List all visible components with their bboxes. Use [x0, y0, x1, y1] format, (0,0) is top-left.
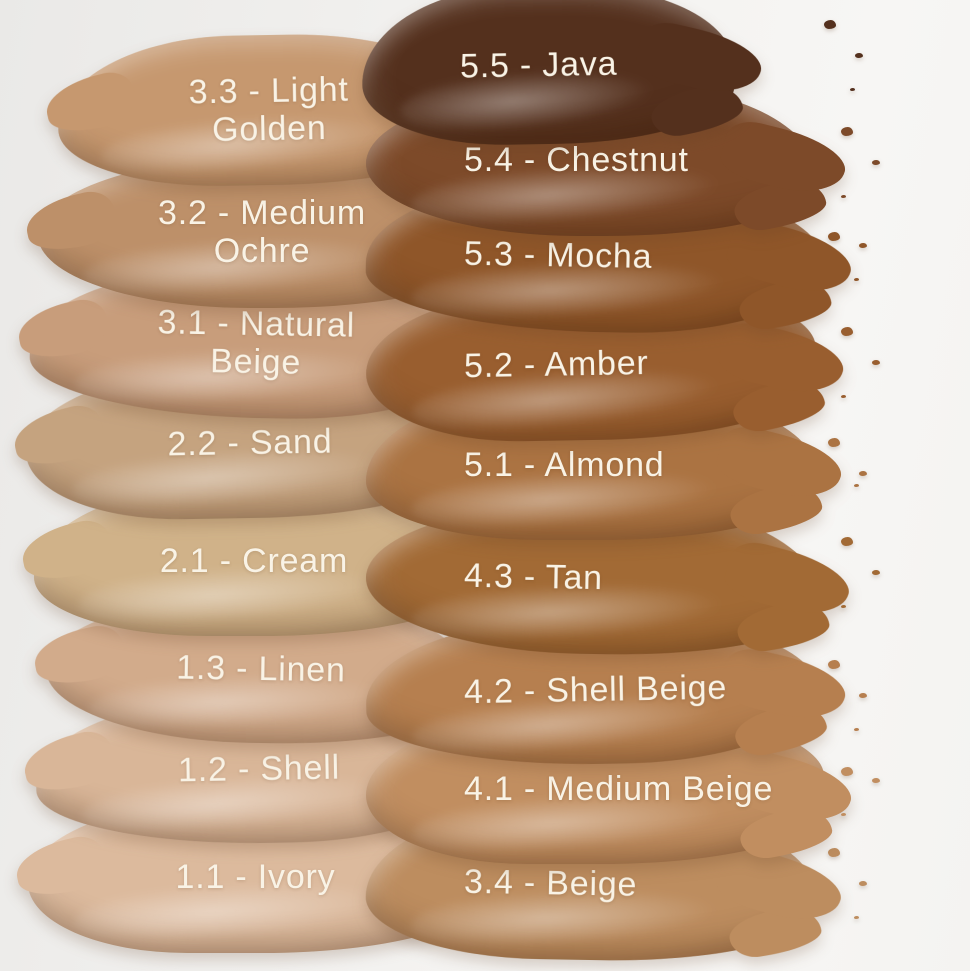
shade-label: 2.1 - Cream — [159, 541, 349, 580]
shade-swatch: 5.5 - Java — [360, 0, 736, 148]
paint-speck — [841, 537, 853, 546]
paint-speck — [872, 570, 880, 575]
paint-speck — [828, 848, 840, 857]
shade-label: 5.2 - Amber — [463, 343, 649, 386]
paint-speck — [828, 660, 840, 669]
shade-label: 3.1 - Natural Beige — [157, 303, 356, 382]
shade-label: 4.1 - Medium Beige — [464, 769, 774, 808]
paint-speck — [859, 471, 867, 476]
shade-label: 1.3 - Linen — [175, 648, 347, 690]
paint-speck — [859, 881, 867, 886]
paint-speck — [841, 327, 853, 336]
shade-label: 5.5 - Java — [459, 44, 618, 86]
shade-label: 5.4 - Chestnut — [464, 140, 689, 179]
paint-speck — [859, 693, 867, 698]
paint-speck — [854, 278, 859, 281]
shade-label: 3.3 - Light Golden — [188, 70, 349, 149]
paint-speck — [854, 916, 859, 919]
paint-speck — [872, 360, 880, 365]
paint-speck — [872, 778, 880, 783]
shade-label: 4.3 - Tan — [463, 556, 604, 598]
shade-label: 2.2 - Sand — [167, 422, 333, 464]
paint-speck — [841, 395, 846, 398]
shade-label: 4.2 - Shell Beige — [463, 668, 728, 712]
shade-label: 3.4 - Beige — [463, 862, 638, 904]
shade-label: 3.2 - Medium Ochre — [157, 193, 366, 270]
paint-speck — [859, 243, 867, 248]
paint-speck — [828, 438, 840, 447]
paint-speck — [854, 484, 859, 487]
shade-label: 5.1 - Almond — [464, 445, 665, 484]
paint-speck — [828, 232, 840, 241]
paint-speck — [872, 160, 880, 165]
paint-speck — [850, 88, 855, 91]
shade-label: 1.2 - Shell — [177, 748, 341, 790]
paint-speck — [824, 20, 836, 29]
paint-speck — [854, 728, 859, 731]
paint-speck — [841, 767, 853, 776]
paint-speck — [841, 813, 846, 816]
shade-label: 1.1 - Ivory — [175, 857, 336, 896]
shade-label: 5.3 - Mocha — [463, 234, 653, 276]
paint-speck — [841, 605, 846, 608]
paint-speck — [855, 53, 863, 58]
paint-speck — [841, 127, 853, 136]
paint-speck — [841, 195, 846, 198]
